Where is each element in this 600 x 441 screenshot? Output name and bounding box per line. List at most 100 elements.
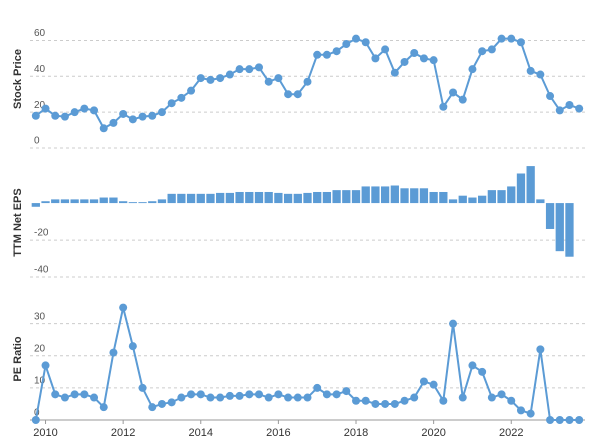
point bbox=[313, 383, 322, 392]
point bbox=[196, 390, 205, 399]
point bbox=[361, 38, 370, 47]
point bbox=[565, 100, 574, 109]
point bbox=[264, 393, 273, 402]
point bbox=[225, 70, 234, 79]
point bbox=[546, 416, 555, 424]
point bbox=[449, 319, 458, 328]
bar bbox=[468, 197, 477, 204]
x-tick-label: 2022 bbox=[499, 427, 523, 439]
bar bbox=[274, 192, 283, 204]
point bbox=[245, 390, 254, 399]
bar bbox=[536, 199, 545, 204]
point bbox=[90, 106, 99, 115]
point bbox=[31, 416, 40, 424]
bar bbox=[70, 199, 79, 204]
point bbox=[284, 393, 293, 402]
point bbox=[31, 111, 40, 120]
point bbox=[526, 409, 535, 418]
point bbox=[90, 393, 99, 402]
point bbox=[390, 399, 399, 408]
point bbox=[322, 390, 331, 399]
bar bbox=[400, 188, 409, 204]
point bbox=[546, 92, 555, 101]
bar bbox=[361, 186, 370, 204]
point bbox=[264, 77, 273, 86]
bar bbox=[89, 199, 99, 204]
point bbox=[313, 50, 322, 59]
point bbox=[138, 383, 147, 392]
bar bbox=[264, 191, 273, 204]
bar bbox=[545, 203, 555, 229]
point bbox=[206, 393, 215, 402]
point bbox=[555, 106, 564, 115]
y-axis-title: PE Ratio bbox=[12, 336, 24, 382]
y-tick-label: 20 bbox=[34, 343, 46, 354]
point bbox=[565, 416, 574, 424]
point bbox=[497, 34, 506, 43]
bar bbox=[80, 199, 89, 204]
point bbox=[235, 65, 244, 74]
point bbox=[60, 393, 69, 402]
bar bbox=[497, 190, 506, 204]
bar bbox=[235, 191, 244, 204]
point bbox=[187, 86, 196, 95]
point bbox=[400, 396, 409, 405]
bar bbox=[138, 202, 147, 204]
bar bbox=[380, 186, 390, 204]
x-tick-label: 2012 bbox=[111, 427, 135, 439]
bar bbox=[555, 203, 564, 252]
point bbox=[303, 77, 312, 86]
point bbox=[516, 38, 525, 47]
point bbox=[51, 111, 60, 120]
point bbox=[478, 47, 487, 56]
point bbox=[51, 390, 60, 399]
bar bbox=[332, 190, 341, 204]
point bbox=[332, 390, 341, 399]
y-tick-label: 10 bbox=[34, 376, 46, 387]
bar bbox=[254, 191, 264, 204]
point bbox=[128, 115, 137, 124]
y-tick-label: 0 bbox=[34, 136, 40, 147]
bar bbox=[293, 193, 302, 204]
point bbox=[216, 393, 225, 402]
point bbox=[468, 65, 477, 74]
point bbox=[458, 95, 467, 104]
point bbox=[361, 396, 370, 405]
y-axis-title: Stock Price bbox=[12, 49, 24, 109]
point bbox=[497, 390, 506, 399]
point bbox=[284, 90, 293, 99]
point bbox=[429, 56, 438, 65]
bar bbox=[565, 203, 574, 257]
bar bbox=[128, 202, 137, 204]
bar bbox=[157, 199, 167, 204]
point bbox=[536, 70, 545, 79]
bar bbox=[448, 199, 458, 204]
point bbox=[157, 108, 166, 117]
point bbox=[487, 45, 496, 54]
bar bbox=[206, 193, 215, 204]
point bbox=[478, 367, 487, 376]
bar bbox=[526, 166, 535, 204]
point bbox=[70, 390, 79, 399]
point bbox=[225, 391, 234, 400]
point bbox=[119, 303, 128, 312]
y-tick-label: 40 bbox=[34, 64, 46, 75]
point bbox=[342, 40, 351, 49]
bar bbox=[507, 186, 516, 204]
bar bbox=[109, 197, 118, 204]
point bbox=[109, 118, 118, 127]
point bbox=[293, 393, 302, 402]
point bbox=[99, 124, 108, 133]
bar bbox=[322, 191, 332, 204]
bar bbox=[186, 193, 196, 204]
point bbox=[293, 90, 302, 99]
x-tick-label: 2014 bbox=[189, 427, 213, 439]
point bbox=[575, 104, 584, 113]
bar bbox=[342, 190, 351, 204]
point bbox=[109, 348, 118, 357]
point bbox=[410, 393, 419, 402]
point bbox=[429, 380, 438, 389]
point bbox=[536, 345, 545, 354]
point bbox=[342, 387, 351, 396]
